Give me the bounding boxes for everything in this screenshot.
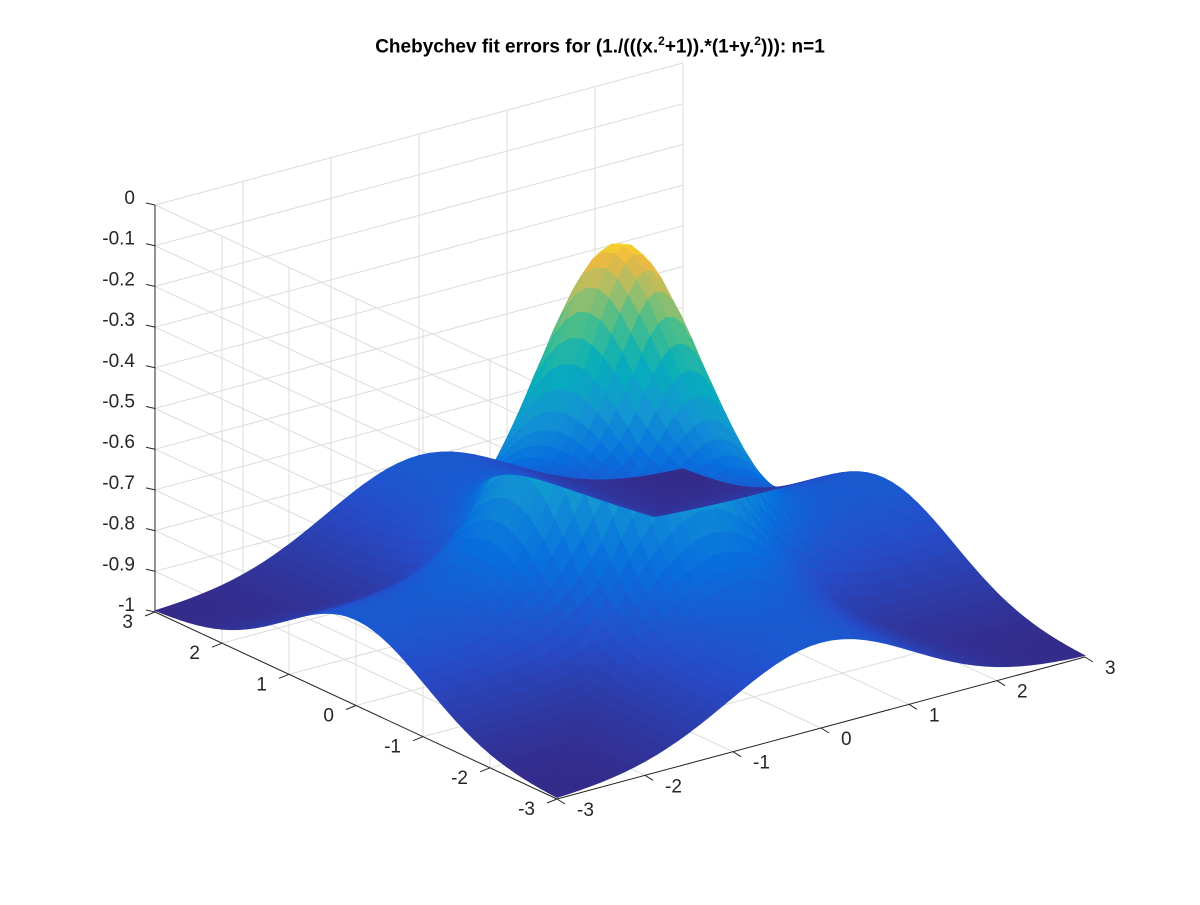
- y-tick-label: -1: [384, 737, 401, 758]
- y-tick-label: -2: [451, 768, 468, 789]
- y-tick: [546, 798, 558, 804]
- z-tick-label: -0.9: [102, 554, 135, 575]
- z-tick-label: -0.4: [102, 351, 135, 372]
- z-tick-label: -1: [118, 595, 135, 616]
- x-tick: [556, 798, 566, 805]
- z-tick-label: -0.8: [102, 514, 135, 535]
- z-tick-label: -0.5: [102, 392, 135, 413]
- x-tick-label: 1: [929, 705, 940, 726]
- z-tick: [145, 528, 156, 532]
- z-tick: [145, 487, 156, 491]
- x-tick-label: -1: [753, 753, 770, 774]
- y-tick: [144, 611, 156, 617]
- z-tick: [145, 609, 156, 613]
- x-tick: [732, 751, 742, 758]
- grid-line: [154, 143, 684, 287]
- x-tick-label: -3: [577, 800, 594, 821]
- y-tick-label: -3: [518, 799, 535, 820]
- y-tick-label: 1: [256, 674, 267, 695]
- z-tick-label: -0.7: [102, 473, 135, 494]
- y-tick: [345, 705, 357, 710]
- grid-line: [154, 184, 684, 328]
- z-tick: [145, 365, 156, 369]
- y-tick-label: 0: [323, 706, 334, 727]
- chart-title: Chebychev fit errors for (1./(((x.2+1)).…: [375, 34, 825, 58]
- z-tick-label: -0.3: [102, 310, 135, 331]
- z-tick: [145, 568, 156, 572]
- grid-line: [154, 245, 558, 434]
- z-tick: [145, 324, 156, 328]
- surface-layer: [154, 243, 1086, 798]
- y-tick: [479, 767, 491, 773]
- x-tick-label: 3: [1105, 658, 1116, 679]
- z-tick-label: -0.2: [102, 269, 135, 290]
- x-tick: [996, 680, 1006, 687]
- grid-line: [154, 62, 684, 206]
- x-tick: [644, 774, 654, 781]
- x-tick-label: 0: [841, 729, 852, 750]
- x-tick-label: -2: [665, 776, 682, 797]
- y-tick: [278, 673, 290, 679]
- z-tick: [145, 243, 156, 247]
- z-tick-label: -0.1: [102, 229, 135, 250]
- z-tick-label: -0.6: [102, 432, 135, 453]
- x-tick-label: 2: [1017, 682, 1028, 703]
- grid-line: [154, 285, 558, 474]
- x-tick: [908, 703, 918, 710]
- y-tick: [211, 642, 223, 648]
- surface-patch: [154, 606, 176, 615]
- y-tick-label: 3: [122, 612, 133, 633]
- y-tick: [412, 736, 424, 742]
- x-tick: [1084, 656, 1094, 663]
- grid-line: [154, 225, 684, 369]
- grid-line: [154, 103, 684, 247]
- y-tick-label: 2: [189, 643, 200, 664]
- z-tick-label: 0: [124, 188, 135, 209]
- z-tick: [145, 283, 156, 287]
- tick-layer: -3 -2 -1 0 1 2 3 -3 -2 -1 0 1 2 3 0 -0.1 -0.2 -0.3 -0.4 -0.…: [102, 188, 1115, 821]
- grid-line: [154, 204, 558, 393]
- x-tick: [820, 727, 830, 734]
- z-tick: [145, 446, 156, 450]
- z-tick: [145, 406, 156, 409]
- z-tick: [145, 202, 156, 206]
